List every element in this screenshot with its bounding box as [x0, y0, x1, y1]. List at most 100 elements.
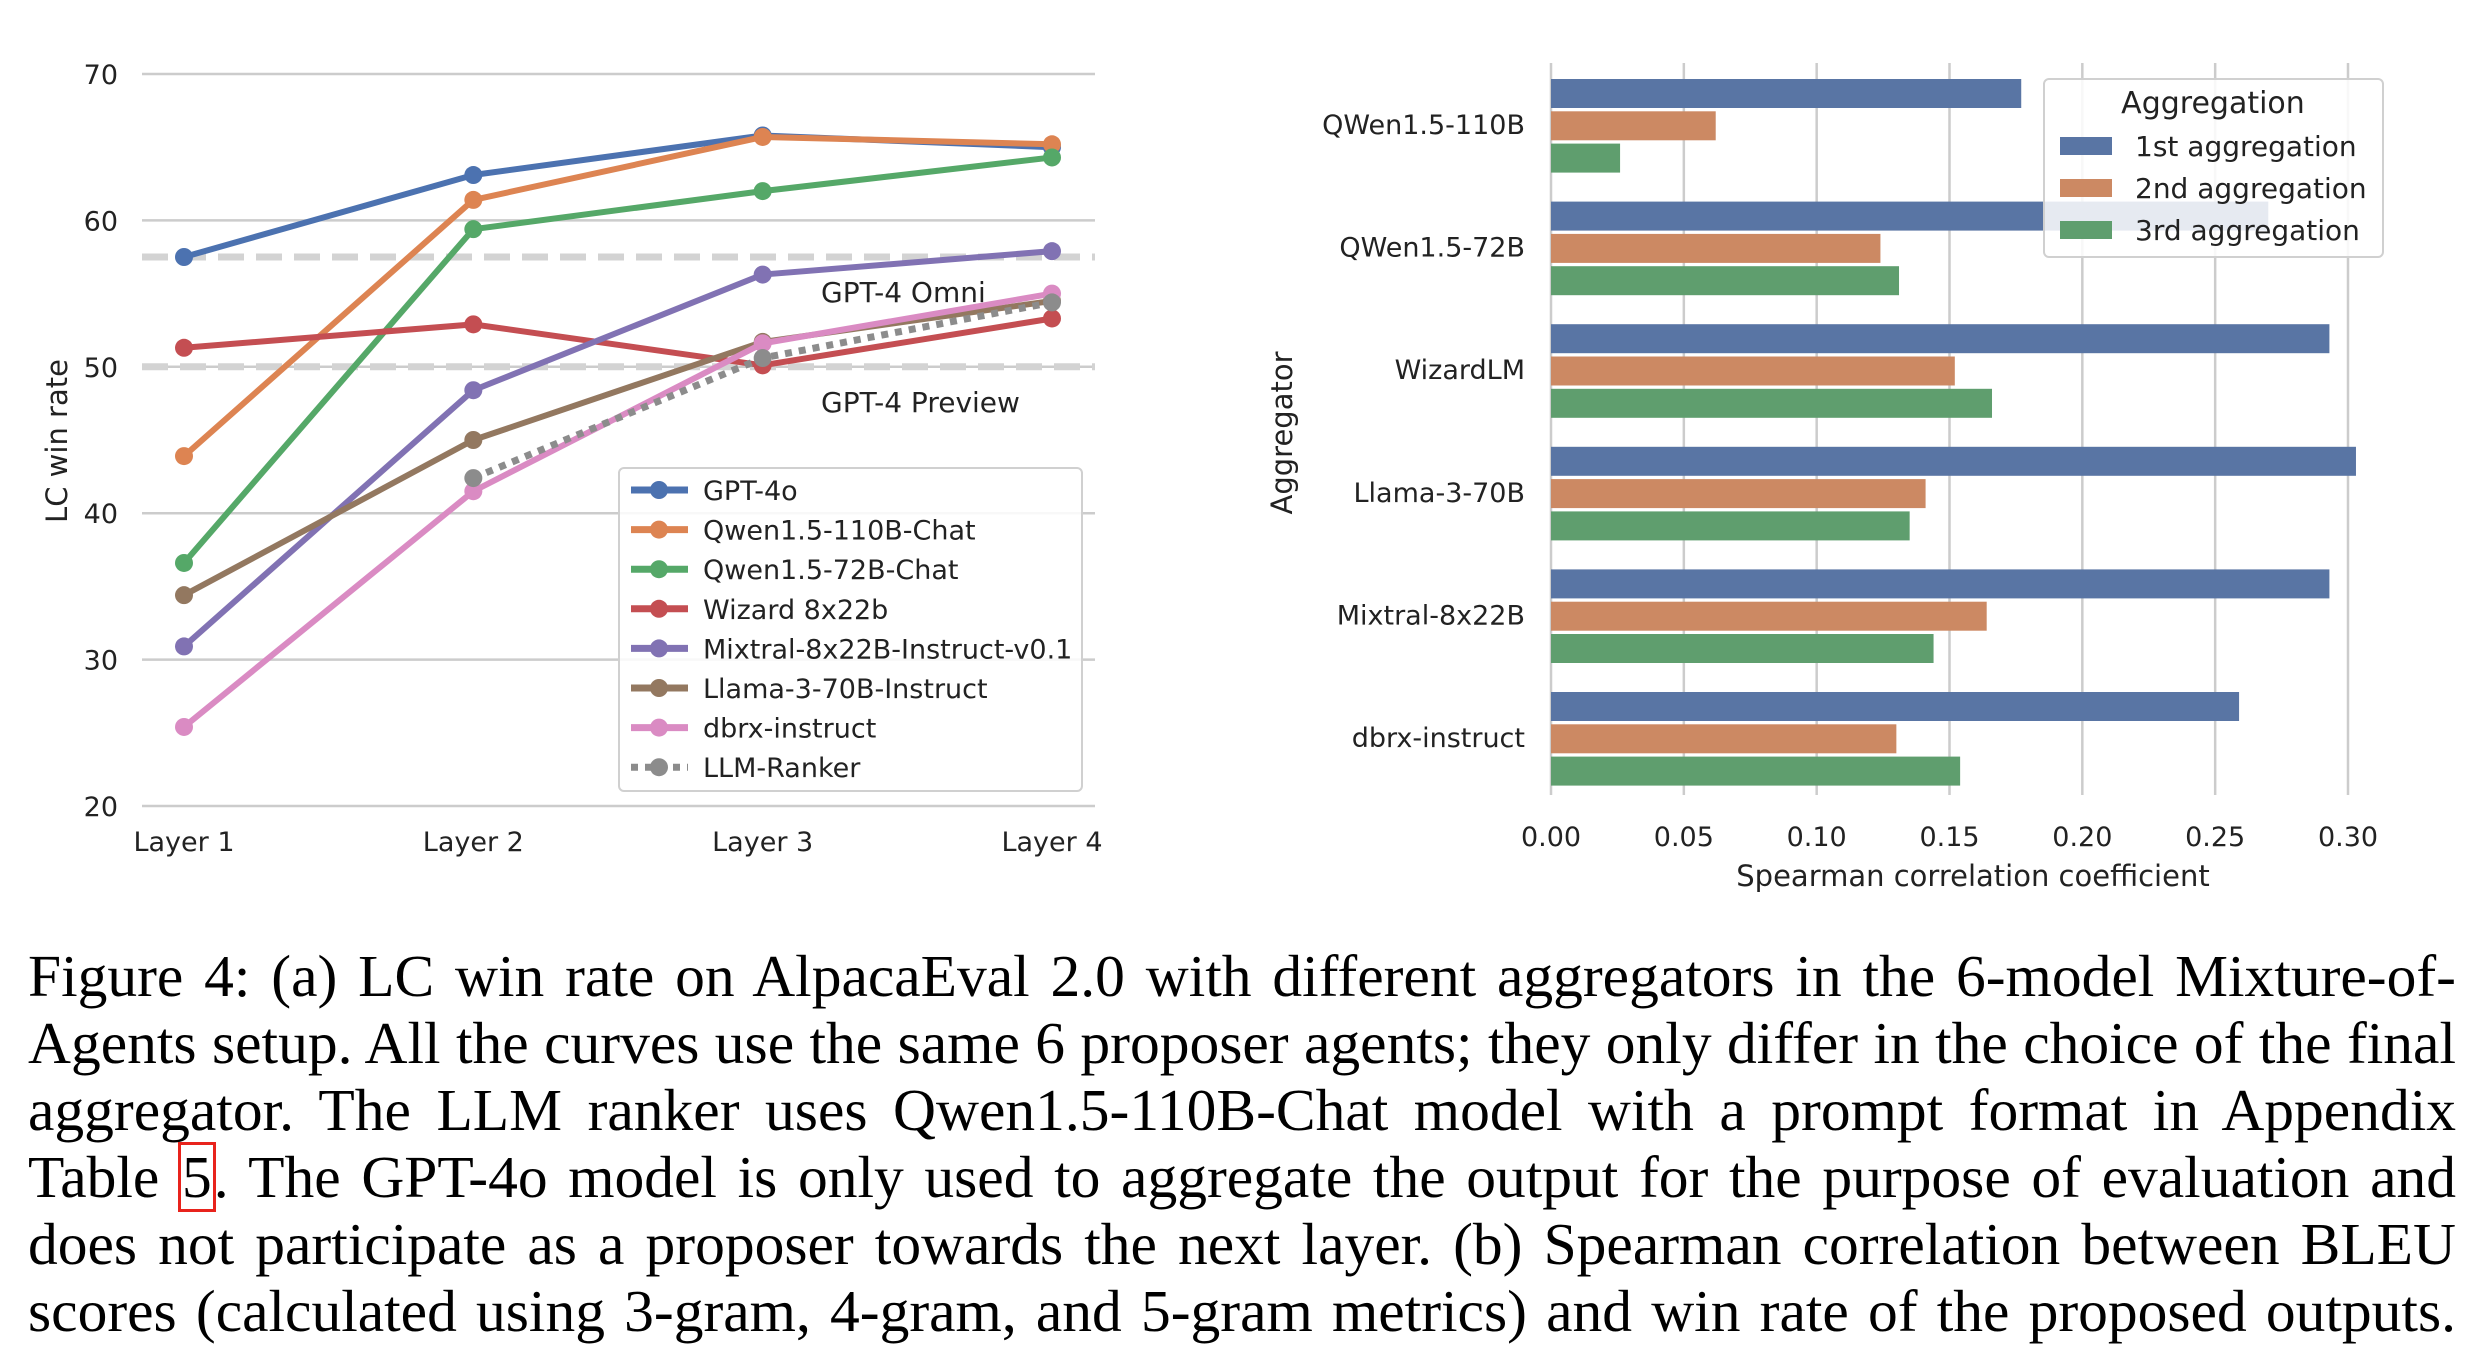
series-line: [183, 132, 1053, 260]
reference-lines: [142, 253, 1095, 371]
y-tick-label: 30: [84, 646, 118, 677]
data-point: [753, 265, 772, 284]
series-line: [182, 133, 1053, 459]
data-point: [1043, 135, 1061, 154]
data-point: [175, 637, 193, 656]
legend-box: [2043, 78, 2384, 258]
bar-1: [1551, 79, 2022, 108]
x-tick-label: 0.05: [1654, 822, 1714, 853]
data-point: [753, 127, 772, 146]
bar-3: [1551, 634, 1934, 663]
category-label: dbrx-instruct: [1352, 723, 1525, 754]
x-tick-label: Layer 2: [423, 827, 524, 858]
bars: [1551, 79, 2356, 786]
series-qwen1-5-110b-chat: [175, 127, 1061, 466]
bar-2: [1551, 601, 1987, 631]
data-point: [175, 248, 193, 266]
series-gpt-4o: [175, 126, 1061, 266]
y-tick-labels: 20 30 40 50 60 70: [84, 60, 118, 823]
x-tick-labels: Layer 1 Layer 2 Layer 3 Layer 4: [133, 827, 1102, 858]
data-point: [1043, 309, 1061, 328]
bar-3: [1551, 266, 1900, 296]
x-tick-label: Layer 3: [712, 827, 813, 858]
bar-3: [1551, 511, 1910, 541]
bar-1: [1551, 446, 2356, 476]
series-line: [181, 154, 1053, 565]
legend-marker: [650, 599, 668, 618]
x-tick-label: 0.25: [2185, 822, 2245, 853]
legend-box: [618, 467, 1083, 792]
caption-line: Table 5. The GPT-4o model is only used t…: [28, 1142, 2456, 1212]
data-point: [464, 166, 483, 185]
bar-2: [1551, 479, 1926, 509]
data-point: [464, 381, 483, 400]
legend-label: dbrx-instruct: [703, 714, 876, 745]
bar-chart-spearman: QWen1.5-110B QWen1.5-72B WizardLM Llama-3-7…: [1265, 63, 2384, 893]
data-point: [175, 447, 193, 466]
caption-line: Agents setup. All the curves use the sam…: [28, 1010, 2456, 1076]
bar-2: [1551, 111, 1716, 141]
bar-1: [1551, 569, 2330, 599]
data-point: [753, 334, 772, 353]
bar-3: [1551, 388, 1993, 418]
data-point: [464, 315, 483, 334]
data-point: [464, 482, 483, 501]
legend-label: LLM-Ranker: [703, 753, 861, 784]
data-point: [464, 431, 483, 449]
legend-label: 1st aggregation: [2135, 130, 2357, 163]
y-axis-label: Aggregator: [1265, 351, 1299, 514]
data-point: [753, 349, 772, 368]
legend-label: Llama-3-70B-Instruct: [703, 674, 988, 705]
ref-label-gpt4-preview: GPT-4 Preview: [821, 386, 1020, 419]
category-labels: QWen1.5-110B QWen1.5-72B WizardLM Llama-3-7…: [1322, 110, 1525, 754]
x-axis-label: Spearman correlation coefficient: [1736, 859, 2209, 893]
category-label: QWen1.5-110B: [1322, 110, 1525, 141]
series: [175, 126, 1061, 736]
x-tick-label: 0.00: [1521, 822, 1581, 853]
figure: GPT-4 Omni GPT-4 Preview 20 30 40 50 60 70 La…: [40, 60, 2384, 893]
legend-marker: [650, 481, 668, 499]
x-tick-label: 0.10: [1787, 822, 1847, 853]
x-tick-labels: 0.00 0.05 0.10 0.15 0.20 0.25 0.30: [1521, 822, 2378, 853]
caption-line: scores (calculated using 3-gram, 4-gram,…: [28, 1278, 2456, 1344]
bar-2: [1551, 724, 1897, 754]
category-label: Llama-3-70B: [1354, 478, 1525, 509]
figure-caption: Figure 4: (a) LC win rate on AlpacaEval …: [28, 943, 2456, 1345]
y-axis-label: LC win rate: [40, 359, 74, 523]
bar-1: [1551, 692, 2240, 721]
table-reference-link[interactable]: 5: [177, 1142, 216, 1212]
ref-label-gpt4-omni: GPT-4 Omni: [821, 276, 986, 309]
data-point: [1043, 148, 1061, 167]
y-tick-label: 60: [84, 206, 118, 237]
x-tick-label: 0.15: [1919, 822, 1979, 853]
y-tick-label: 50: [84, 353, 118, 384]
x-tick-label: 0.30: [2318, 822, 2378, 853]
bar-1: [1551, 324, 2330, 354]
data-point: [753, 182, 772, 201]
series-line: [183, 315, 1053, 369]
caption-line: does not participate as a proposer towar…: [28, 1211, 2456, 1277]
x-tick-label: 0.20: [2052, 822, 2112, 853]
data-point: [175, 586, 193, 605]
data-point: [175, 717, 193, 736]
legend-title: Aggregation: [2121, 86, 2305, 121]
data-point: [175, 338, 193, 357]
caption-line: aggregator. The LLM ranker uses Qwen1.5-…: [28, 1077, 2456, 1143]
caption-text: Table: [28, 1144, 180, 1210]
bar-3: [1551, 756, 1961, 786]
data-point: [464, 190, 483, 209]
data-point: [464, 469, 483, 488]
x-tick-label: Layer 4: [1001, 827, 1102, 858]
legend-swatch: [2060, 179, 2112, 197]
data-point: [175, 553, 193, 572]
bar-3: [1551, 143, 1621, 173]
y-tick-label: 40: [84, 499, 118, 530]
data-point: [464, 220, 483, 239]
legend-marker: [650, 639, 668, 658]
y-tick-label: 20: [84, 792, 118, 823]
series-llm-ranker: [464, 293, 1061, 488]
legend-marker: [650, 758, 668, 777]
legend: Aggregation 1st aggregation 2nd aggregati…: [2043, 78, 2384, 258]
legend-swatch: [2060, 221, 2112, 239]
category-label: Mixtral-8x22B: [1337, 600, 1525, 631]
